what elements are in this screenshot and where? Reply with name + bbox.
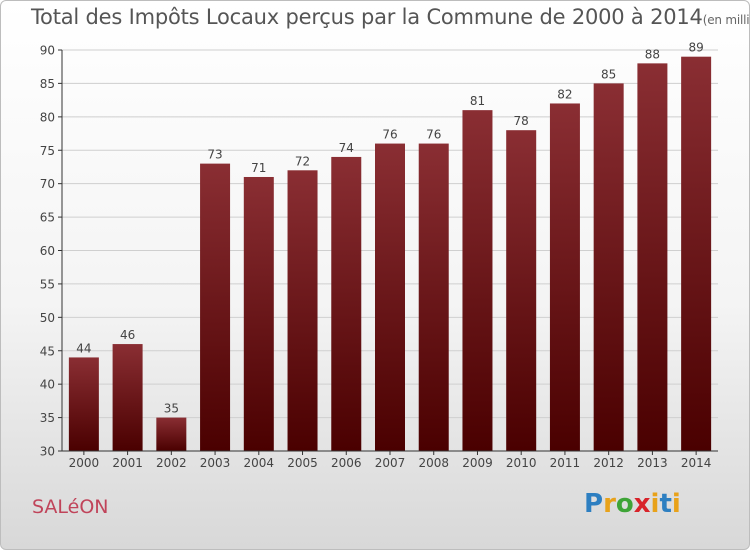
y-tick-label: 40 [40,378,55,392]
y-tick-label: 70 [40,177,55,191]
bar-2012 [593,83,624,452]
bar-2011 [549,103,580,451]
x-tick-label: 2013 [637,456,668,470]
data-label: 44 [76,341,91,355]
bar-2008 [418,143,449,452]
x-tick-label: 2007 [375,456,406,470]
bar-2007 [375,143,405,452]
bar-2006 [331,156,362,451]
logo-letter: P [584,489,604,519]
logo-letter: o [615,489,634,519]
data-label: 81 [470,94,485,108]
y-tick-label: 90 [40,44,55,58]
chart-title: Total des Impôts Locaux perçus par la Co… [31,5,750,29]
data-label: 85 [601,67,616,81]
x-tick-label: 2011 [550,456,581,470]
data-label: 35 [164,402,179,416]
y-tick-label: 30 [40,445,55,459]
bar-2000 [68,357,99,451]
y-tick-label: 80 [40,110,55,124]
data-label: 88 [645,47,660,61]
data-label: 74 [339,141,354,155]
title-text: Total des Impôts Locaux perçus par la Co… [31,5,703,29]
x-tick-label: 2005 [287,456,318,470]
y-tick-label: 85 [40,77,55,91]
data-label: 78 [514,114,529,128]
x-tick-label: 2000 [69,456,100,470]
x-tick-label: 2008 [418,456,449,470]
bar-2009 [462,110,493,452]
data-label: 71 [251,161,266,175]
x-tick-label: 2010 [506,456,537,470]
data-label: 72 [295,154,310,168]
data-label: 76 [382,128,397,142]
logo-letter: i [671,489,681,519]
x-tick-label: 2006 [331,456,362,470]
data-label: 82 [557,87,572,101]
logo-letter: i [650,489,660,519]
bar-2001 [112,344,143,451]
data-label: 89 [688,41,703,55]
x-tick-label: 2004 [244,456,275,470]
logo-letter: x [633,489,651,519]
x-tick-label: 2014 [681,456,712,470]
proxiti-logo: Proxiti [584,489,681,519]
bar-2002 [156,417,187,451]
bar-2010 [506,130,537,451]
x-tick-label: 2001 [112,456,143,470]
x-tick-label: 2012 [593,456,624,470]
bar-2005 [287,170,318,452]
commune-name: SALéON [32,496,109,518]
x-tick-label: 2009 [462,456,493,470]
y-tick-label: 35 [40,411,55,425]
y-tick-label: 75 [40,144,55,158]
bar-2014 [681,56,712,451]
bar-2004 [243,176,274,451]
bar-2003 [200,163,231,451]
bar-2013 [637,63,668,451]
y-tick-label: 50 [40,311,55,325]
y-tick-label: 45 [40,344,55,358]
x-tick-label: 2002 [156,456,187,470]
logo-letter: t [659,489,672,519]
y-tick-label: 65 [40,211,55,225]
unit-label: (en milliers d'€) [702,13,750,27]
y-tick-label: 55 [40,277,55,291]
x-tick-label: 2003 [200,456,231,470]
data-label: 76 [426,128,441,142]
data-label: 46 [120,328,135,342]
logo-letter: r [603,489,616,519]
data-label: 73 [207,148,222,162]
y-tick-label: 60 [40,244,55,258]
